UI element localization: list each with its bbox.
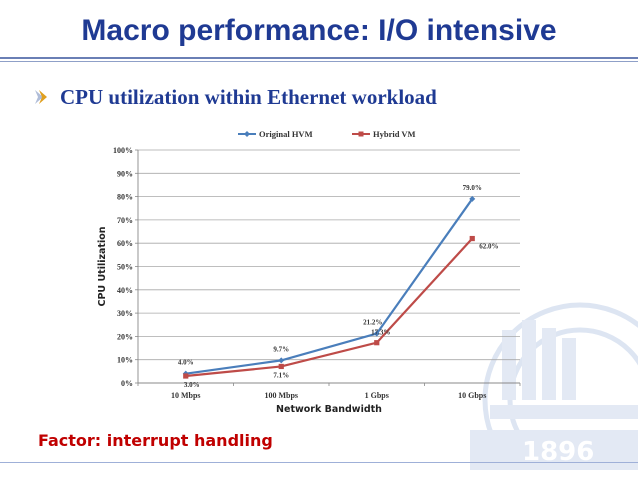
title-divider [0,57,638,59]
data-point [278,357,285,364]
y-tick-label: 90% [117,169,133,178]
data-point [373,330,380,337]
data-label: 79.0% [463,184,482,192]
y-tick-label: 30% [117,309,133,318]
data-label: 9.7% [273,345,289,353]
data-label: 3.0% [184,381,200,389]
x-tick-label: 10 Mbps [171,391,201,400]
arrow-bullet-icon [35,90,47,104]
y-tick-label: 100% [113,146,133,155]
x-axis-label: Network Bandwidth [276,404,382,415]
legend-marker [244,131,250,137]
bullet-text: CPU utilization within Ethernet workload [60,85,437,109]
y-tick-label: 70% [117,216,133,225]
factor-note: Factor: interrupt handling [38,431,273,450]
title-divider-thin [0,61,638,62]
y-tick-label: 10% [117,356,133,365]
y-tick-label: 80% [117,193,133,202]
data-point [374,340,380,346]
legend-label: Original HVM [259,129,313,139]
y-axis-label: CPU Utilization [97,226,108,306]
data-label: 4.0% [178,359,194,367]
legend-marker [358,131,364,137]
data-point [278,363,284,370]
data-label: 62.0% [479,243,498,251]
y-tick-label: 20% [117,332,133,341]
y-tick-label: 0% [121,379,133,388]
y-tick-label: 40% [117,286,133,295]
data-label: 21.2% [363,319,382,327]
footer-divider [0,462,638,463]
slide-title: Macro performance: I/O intensive [81,14,557,47]
university-emblem-watermark: 1896 [470,302,638,470]
y-tick-label: 60% [117,239,133,248]
x-tick-label: 1 Gbps [365,391,389,400]
y-tick-label: 50% [117,263,133,272]
x-tick-label: 10 Gbps [458,391,486,400]
data-point [469,195,476,202]
data-point [469,235,475,242]
x-tick-label: 100 Mbps [264,391,298,400]
series-line-0 [185,198,474,375]
series-line-1 [185,237,474,378]
data-label: 7.1% [273,371,289,379]
data-point [183,373,189,379]
data-label: 17.3% [371,329,390,337]
cpu-utilization-chart: 0% 10% 20% 30% 40% 50% 60% 70% 80% 90% 100% 10 Mbps… [97,129,521,415]
legend-label: Hybrid VM [373,129,416,139]
